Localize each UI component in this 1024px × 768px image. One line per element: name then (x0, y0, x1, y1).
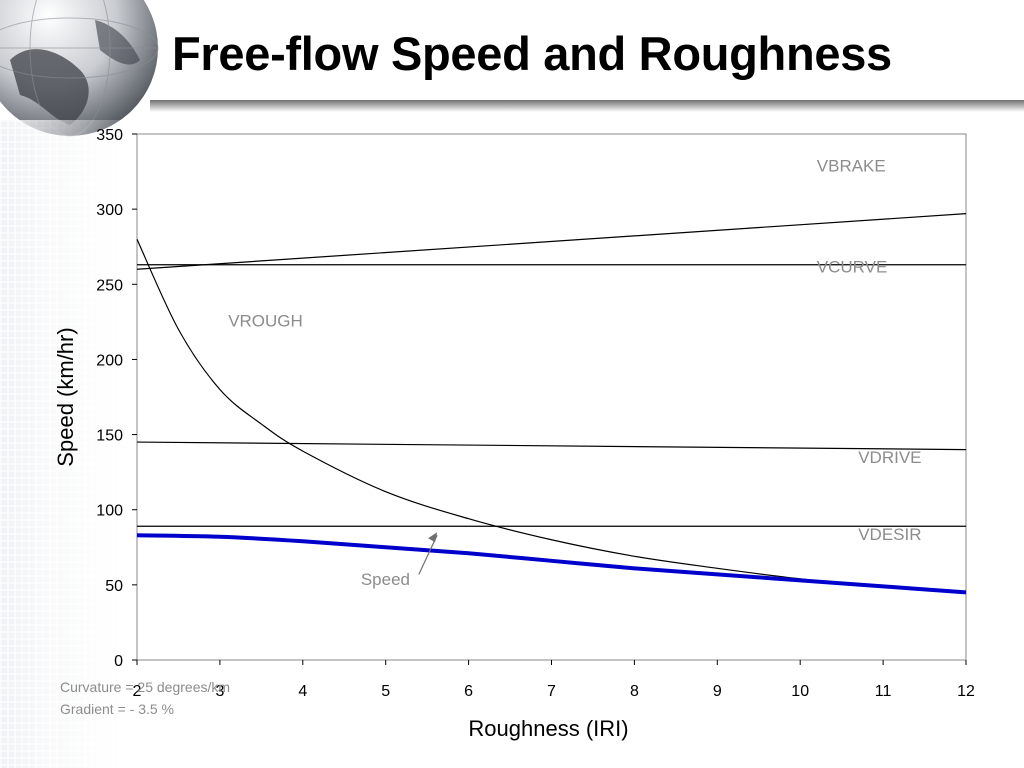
series-label-vdesir: VDESIR (858, 525, 921, 544)
y-axis-label: Speed (km/hr) (53, 327, 78, 466)
y-tick-label: 200 (96, 352, 123, 369)
x-tick-label: 2 (133, 683, 142, 700)
x-axis-label: Roughness (IRI) (468, 716, 628, 741)
y-tick-label: 300 (96, 202, 123, 219)
x-tick-label: 6 (464, 683, 473, 700)
y-tick-label: 150 (96, 428, 123, 445)
x-tick-label: 7 (547, 683, 556, 700)
x-tick-label: 10 (791, 683, 809, 700)
globe-icon (0, 0, 159, 137)
series-label-vcurve: VCURVE (817, 257, 888, 276)
page-title: Free-flow Speed and Roughness (172, 27, 892, 80)
y-tick-label: 100 (96, 503, 123, 520)
y-tick-label: 50 (105, 578, 123, 595)
plot-area (136, 133, 967, 661)
x-tick-label: 12 (957, 683, 975, 700)
series-line-vdrive (136, 441, 967, 451)
title-divider (150, 100, 1024, 112)
series-label-vrough: VROUGH (228, 311, 303, 330)
x-tick-label: 8 (630, 683, 639, 700)
x-tick-label: 4 (298, 683, 307, 700)
speed-annotation-arrow (418, 535, 438, 575)
x-tick-label: 9 (713, 683, 722, 700)
y-tick-label: 350 (96, 127, 123, 144)
y-tick-label: 0 (114, 653, 123, 670)
series-label-speed: Speed (361, 570, 410, 589)
x-tick-label: 5 (381, 683, 390, 700)
series-label-vdrive: VDRIVE (858, 448, 921, 467)
x-tick-label: 3 (215, 683, 224, 700)
curvature-note: Curvature = 25 degrees/km (60, 679, 231, 695)
speed-annotation-arrowhead (428, 532, 438, 543)
decorative-grid-pattern (0, 120, 150, 768)
series-line-vbrake (136, 213, 967, 270)
x-tick-label: 11 (875, 683, 892, 700)
series-label-vbrake: VBRAKE (817, 157, 886, 176)
series-line-speed (136, 533, 967, 595)
y-tick-label: 250 (96, 277, 123, 294)
gradient-note: Gradient = - 3.5 % (60, 701, 175, 717)
